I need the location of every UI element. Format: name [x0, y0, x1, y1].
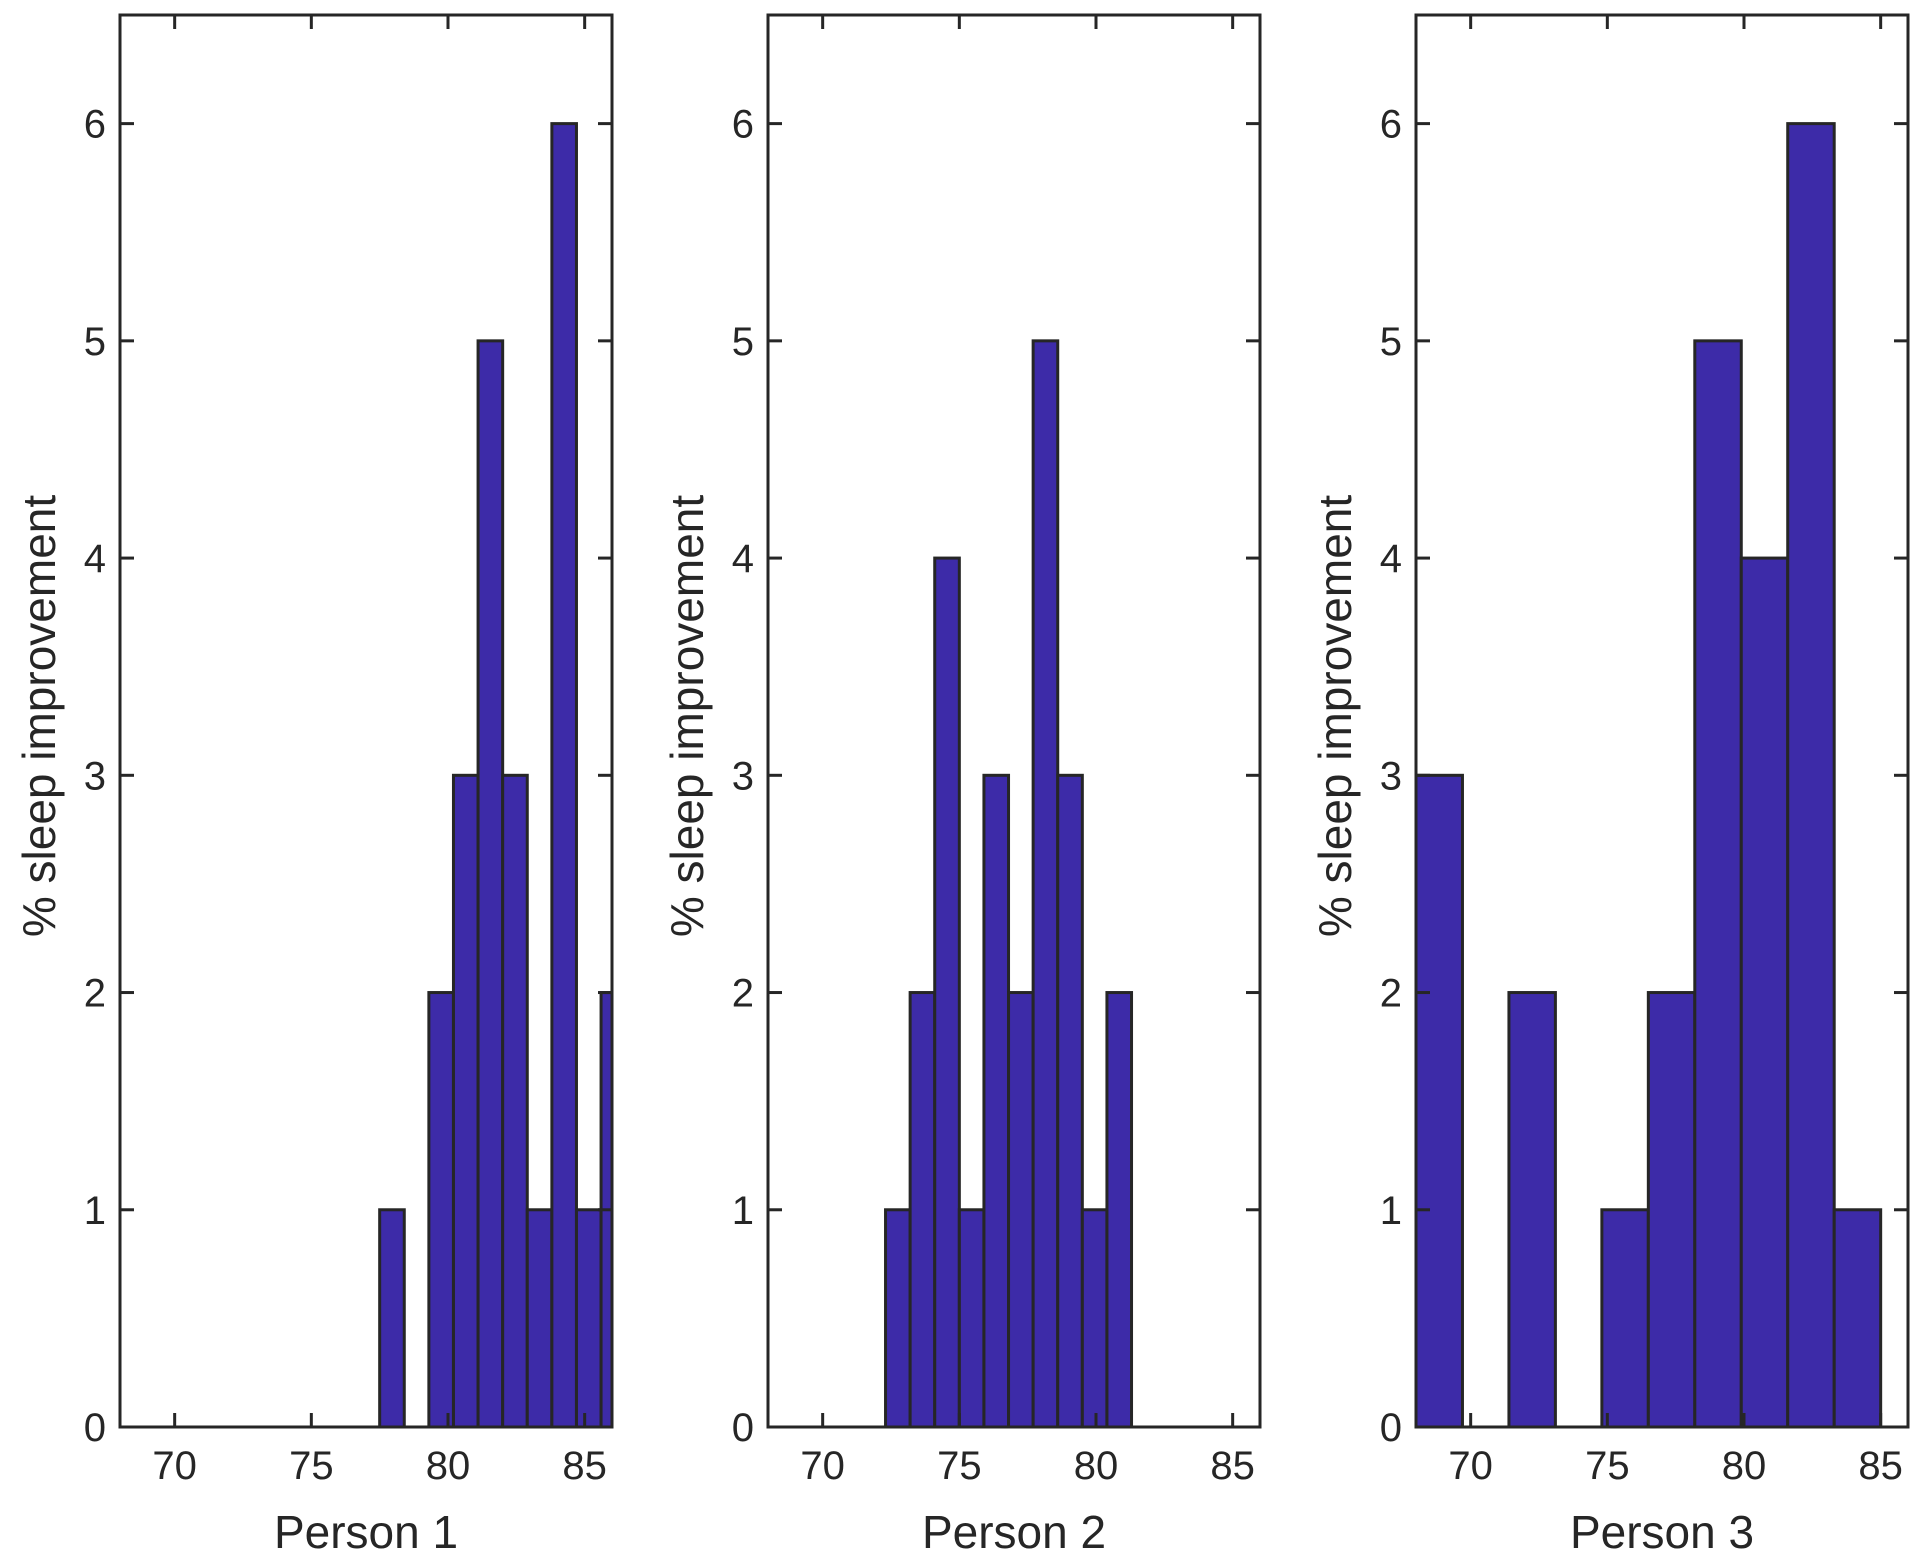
histogram-bar	[525, 1208, 554, 1427]
y-tick-label: 5	[1380, 320, 1402, 364]
x-tick-label: 70	[1448, 1444, 1493, 1488]
histogram-bar	[1832, 1208, 1883, 1427]
histogram-bar	[1007, 991, 1035, 1427]
histogram-bar	[1786, 122, 1836, 1427]
x-tick-label: 80	[1722, 1444, 1767, 1488]
y-tick-label: 6	[1380, 103, 1402, 147]
histogram-bar	[1600, 1208, 1650, 1427]
histogram-bar	[1416, 773, 1464, 1427]
histogram-bar	[1080, 1208, 1109, 1427]
x-tick-label: 75	[1585, 1444, 1630, 1488]
y-tick-label: 3	[84, 754, 106, 798]
histogram-panel-2: 0 1 2 3 4 5 6 70 75 80 85 Person 2 % sleep improveme…	[661, 13, 1262, 1558]
x-tick-label: 85	[1858, 1444, 1903, 1488]
histogram-bar	[957, 1208, 986, 1427]
x-tick-label: 70	[152, 1444, 197, 1488]
y-axis-label: % sleep improvement	[1309, 495, 1361, 938]
axes-frame	[1414, 13, 1910, 1429]
histogram-bar	[501, 773, 529, 1427]
y-tick-label: 2	[732, 972, 754, 1016]
x-tick-label: 80	[1074, 1444, 1119, 1488]
histogram-bar	[908, 991, 937, 1427]
histogram-bar	[982, 773, 1011, 1427]
y-tick-label: 0	[732, 1406, 754, 1450]
x-tick-label: 85	[1210, 1444, 1255, 1488]
histogram-bars	[378, 122, 612, 1427]
histogram-bar	[451, 773, 480, 1427]
axes-frame	[118, 13, 614, 1429]
histogram-bars	[1416, 122, 1883, 1427]
y-tick-label: 2	[84, 972, 106, 1016]
histogram-bar	[1056, 773, 1084, 1427]
y-tick-label: 4	[84, 537, 106, 581]
y-tick-label: 0	[1380, 1406, 1402, 1450]
y-axis-label: % sleep improvement	[13, 495, 65, 938]
x-axis-label: Person 2	[922, 1506, 1106, 1558]
x-tick-label: 75	[937, 1444, 982, 1488]
axes-frame	[766, 13, 1262, 1429]
histogram-bar	[574, 1208, 603, 1427]
y-tick-label: 3	[732, 754, 754, 798]
y-axis-label: % sleep improvement	[661, 495, 713, 938]
histogram-bar	[1507, 991, 1557, 1427]
y-tick-label: 4	[1380, 537, 1402, 581]
y-tick-label: 6	[732, 103, 754, 147]
x-tick-label: 85	[562, 1444, 607, 1488]
y-tick-label: 0	[84, 1406, 106, 1450]
y-tick-label: 2	[1380, 972, 1402, 1016]
x-axis-label: Person 1	[274, 1506, 458, 1558]
histogram-bar	[427, 991, 455, 1427]
y-tick-label: 5	[84, 320, 106, 364]
histogram-bar	[1031, 339, 1060, 1427]
histogram-bar	[884, 1208, 912, 1427]
histogram-bar	[476, 339, 505, 1427]
histogram-bars	[884, 339, 1134, 1427]
histogram-bar	[1105, 991, 1134, 1427]
histogram-panel-1: 0 1 2 3 4 5 6 70 75 80 85 Person 1 % sleep improveme…	[13, 13, 614, 1558]
histogram-bar	[1646, 991, 1697, 1427]
histogram-panel-3: 0 1 2 3 4 5 6 70 75 80 85 Person 3 % sleep improveme…	[1309, 13, 1910, 1558]
y-tick-label: 4	[732, 537, 754, 581]
histogram-bar	[1739, 556, 1790, 1427]
y-tick-label: 3	[1380, 754, 1402, 798]
x-tick-label: 80	[426, 1444, 471, 1488]
histogram-bar	[378, 1208, 406, 1427]
histogram-bar	[1693, 339, 1743, 1427]
y-tick-label: 1	[732, 1189, 754, 1233]
x-tick-label: 70	[800, 1444, 845, 1488]
histogram-bar	[550, 122, 578, 1427]
y-tick-label: 5	[732, 320, 754, 364]
x-tick-label: 75	[289, 1444, 334, 1488]
y-tick-label: 1	[84, 1189, 106, 1233]
x-axis-label: Person 3	[1570, 1506, 1754, 1558]
y-tick-label: 6	[84, 103, 106, 147]
histogram-bar	[933, 556, 961, 1427]
y-tick-label: 1	[1380, 1189, 1402, 1233]
